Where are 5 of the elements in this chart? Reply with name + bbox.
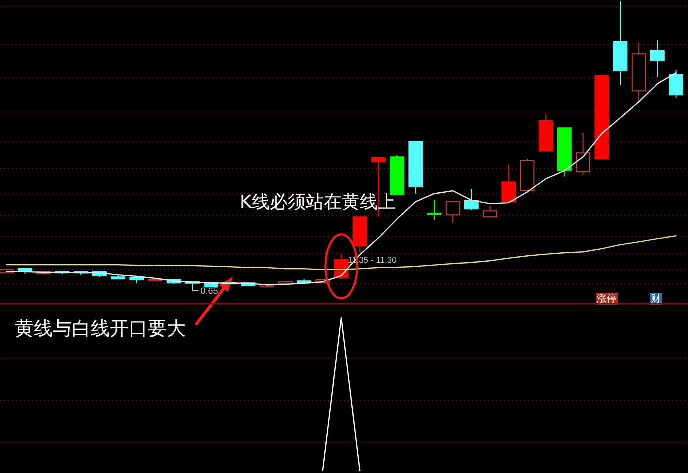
note: 黄线与白线开口要大 xyxy=(15,318,186,340)
annotation: 0.65 xyxy=(200,286,218,296)
note: 0.65 xyxy=(192,286,218,296)
note: 财 xyxy=(650,293,662,305)
note: 涨停 xyxy=(596,293,618,305)
